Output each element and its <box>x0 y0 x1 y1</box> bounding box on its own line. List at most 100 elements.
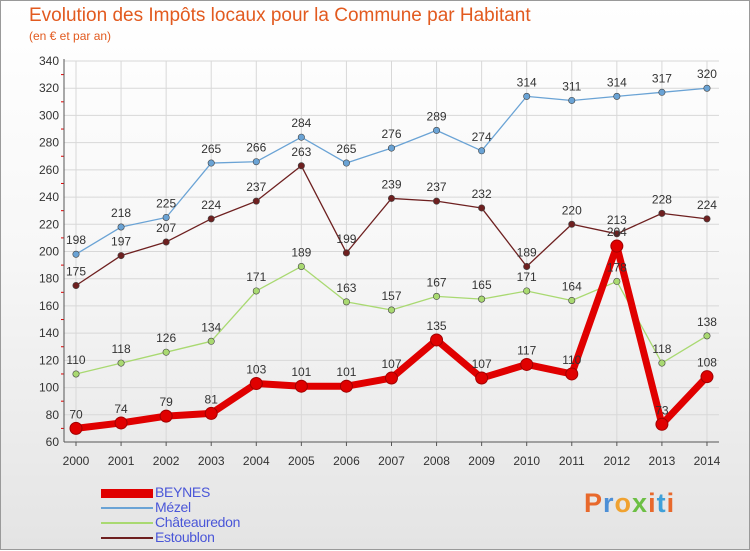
data-point-beynes <box>294 379 308 393</box>
data-point-chateauredon <box>613 277 621 285</box>
x-tick-label: 2001 <box>108 454 135 468</box>
proxiti-logo: Proxiti <box>584 488 675 519</box>
x-tick-label: 2004 <box>243 454 270 468</box>
data-point-estoublon <box>478 204 486 212</box>
data-point-beynes <box>475 371 489 385</box>
data-label-beynes: 204 <box>607 225 627 239</box>
data-point-beynes <box>159 409 173 423</box>
logo-letter: o <box>614 488 633 518</box>
data-label-estoublon: 213 <box>607 213 627 227</box>
data-label-chateauredon: 167 <box>427 275 447 289</box>
x-tick-label: 2012 <box>603 454 630 468</box>
x-tick-label: 2008 <box>423 454 450 468</box>
data-point-chateauredon <box>117 359 125 367</box>
data-label-chateauredon: 178 <box>607 260 627 274</box>
x-tick-label: 2000 <box>63 454 90 468</box>
data-labels: 198 218 225 265 266 284 265 276 289 274 314 311 314 3… <box>66 67 717 421</box>
data-point-mezel <box>387 144 395 152</box>
logo-letter: P <box>584 488 604 518</box>
y-tick-label: 140 <box>39 326 59 340</box>
y-tick-label: 120 <box>39 353 59 367</box>
data-label-chateauredon: 163 <box>336 281 356 295</box>
legend-label-estoublon: Estoublon <box>155 529 215 545</box>
logo-letter: t <box>656 488 667 518</box>
data-label-estoublon: 263 <box>291 145 311 159</box>
data-point-beynes <box>655 417 669 431</box>
data-label-mezel: 311 <box>562 79 581 93</box>
data-point-estoublon <box>703 215 711 223</box>
x-tick-label: 2005 <box>288 454 315 468</box>
y-tick-label: 100 <box>39 381 59 395</box>
data-label-chateauredon: 134 <box>201 320 221 334</box>
data-point-beynes <box>430 333 444 347</box>
data-point-chateauredon <box>342 298 350 306</box>
data-label-mezel: 314 <box>517 75 537 89</box>
y-tick-label: 280 <box>39 136 59 150</box>
data-label-beynes: 117 <box>517 343 536 357</box>
axes: 60 80 100 120 140 160 180 200 220 240 260 280 300 320… <box>39 54 721 468</box>
chart-subtitle: (en € et par an) <box>29 29 112 43</box>
x-tick-label: 2007 <box>378 454 405 468</box>
data-label-estoublon: 237 <box>246 180 266 194</box>
data-point-mezel <box>568 96 576 104</box>
y-tick-label: 180 <box>39 272 59 286</box>
data-label-mezel: 266 <box>246 141 266 155</box>
data-label-chateauredon: 138 <box>697 315 717 329</box>
data-label-mezel: 218 <box>111 206 131 220</box>
data-point-estoublon <box>433 197 441 205</box>
legend-label-chateauredon: Châteauredon <box>155 514 241 530</box>
data-label-estoublon: 228 <box>652 192 672 206</box>
y-tick-label: 60 <box>46 435 60 449</box>
data-label-chateauredon: 110 <box>66 353 85 367</box>
x-tick-label: 2002 <box>153 454 180 468</box>
data-label-beynes: 79 <box>159 395 173 409</box>
x-tick-label: 2003 <box>198 454 225 468</box>
data-label-estoublon: 199 <box>336 232 356 246</box>
data-point-chateauredon <box>703 332 711 340</box>
data-label-chateauredon: 171 <box>517 270 537 284</box>
legend-label-mezel: Mézel <box>155 499 191 515</box>
data-point-estoublon <box>523 262 531 270</box>
data-label-chateauredon: 164 <box>562 279 582 293</box>
data-point-estoublon <box>117 252 125 260</box>
y-tick-label: 240 <box>39 190 59 204</box>
data-point-beynes <box>384 371 398 385</box>
data-label-beynes: 101 <box>336 365 356 379</box>
data-point-mezel <box>342 159 350 167</box>
data-point-beynes <box>520 357 534 371</box>
x-tick-label: 2011 <box>559 454 585 468</box>
y-tick-label: 300 <box>39 108 59 122</box>
data-label-mezel: 320 <box>697 67 717 81</box>
data-point-estoublon <box>207 215 215 223</box>
data-point-chateauredon <box>568 296 576 304</box>
data-label-beynes: 70 <box>69 407 83 421</box>
data-label-estoublon: 239 <box>381 177 401 191</box>
legend-label-beynes: BEYNES <box>155 484 210 500</box>
data-point-estoublon <box>387 194 395 202</box>
data-point-chateauredon <box>658 359 666 367</box>
x-tick-label: 2014 <box>694 454 721 468</box>
data-label-chateauredon: 165 <box>472 278 492 292</box>
data-label-chateauredon: 118 <box>111 342 130 356</box>
data-label-chateauredon: 171 <box>246 270 266 284</box>
data-label-chateauredon: 126 <box>156 331 176 345</box>
data-label-beynes: 81 <box>205 392 219 406</box>
data-point-chateauredon <box>478 295 486 303</box>
data-point-mezel <box>72 250 80 258</box>
data-label-beynes: 108 <box>697 356 717 370</box>
data-label-beynes: 103 <box>246 362 266 376</box>
data-label-chateauredon: 189 <box>291 245 311 259</box>
data-label-estoublon: 224 <box>697 198 717 212</box>
data-point-chateauredon <box>72 370 80 378</box>
x-tick-label: 2006 <box>333 454 360 468</box>
x-tick-label: 2010 <box>513 454 540 468</box>
data-point-mezel <box>252 158 260 166</box>
data-point-chateauredon <box>252 287 260 295</box>
data-point-chateauredon <box>297 262 305 270</box>
data-label-mezel: 274 <box>472 130 492 144</box>
data-point-chateauredon <box>207 337 215 345</box>
data-point-mezel <box>658 88 666 96</box>
data-point-beynes <box>565 367 579 381</box>
data-label-chateauredon: 157 <box>381 289 401 303</box>
